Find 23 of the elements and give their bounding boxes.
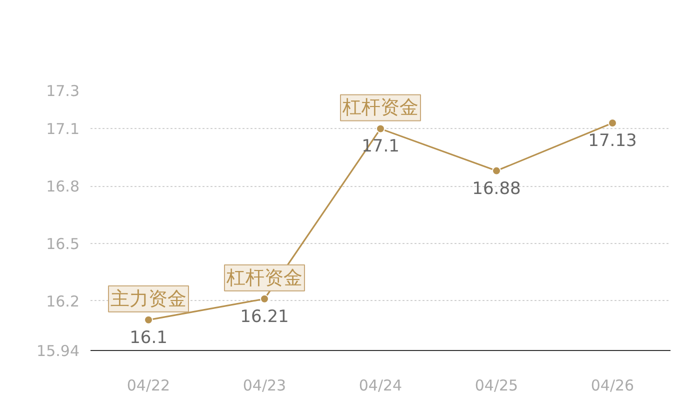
y-tick-label: 16.2 (46, 292, 80, 310)
x-tick-label: 04/24 (358, 376, 402, 394)
data-label: 16.21 (240, 306, 289, 327)
point (376, 124, 385, 134)
data-label: 16.1 (130, 328, 168, 348)
y-tick-label: 16.5 (46, 234, 80, 253)
data-label: 16.88 (472, 178, 521, 199)
annotation: 主力资金 (110, 288, 186, 310)
x-tick-label: 04/23 (242, 376, 286, 394)
point (144, 315, 153, 324)
annotation: 杠杆资金 (226, 266, 302, 289)
data-label: 17.13 (588, 131, 637, 151)
x-tick-label: 04/25 (474, 376, 518, 394)
x-tick-label: 04/22 (126, 376, 170, 394)
annotation: 杠杆资金 (342, 96, 418, 119)
y-tick-label: 17.3 (46, 82, 80, 100)
point (492, 166, 501, 176)
y-tick-label: 16.8 (46, 178, 80, 196)
point (260, 294, 269, 304)
y-tick-label: 17.1 (46, 120, 80, 138)
x-tick-label: 04/26 (590, 376, 634, 394)
y-tick-label: 15.94 (36, 342, 80, 360)
point (608, 118, 617, 128)
